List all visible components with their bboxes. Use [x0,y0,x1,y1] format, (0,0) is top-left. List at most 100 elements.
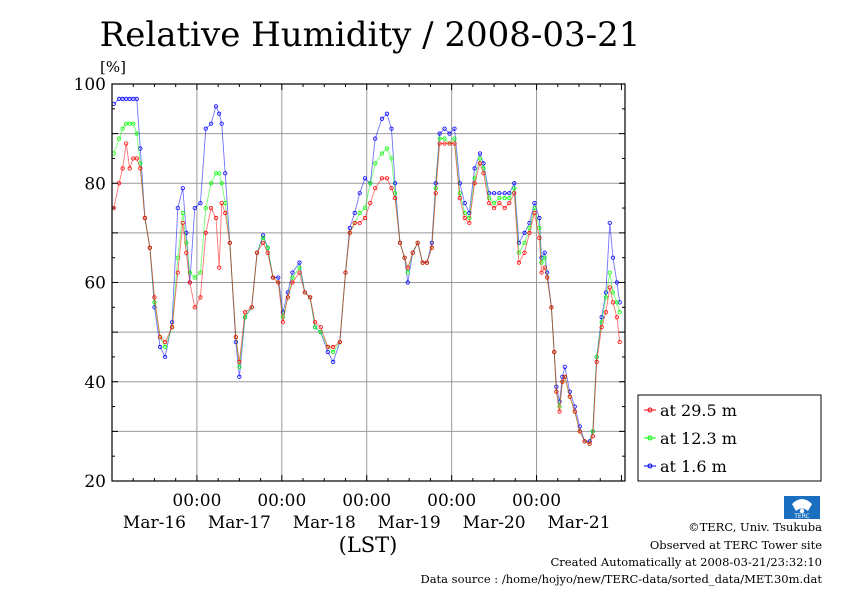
chart-title: Relative Humidity / 2008-03-21 [100,15,641,55]
data-point [389,126,394,131]
observed-text: Observed at TERC Tower site [650,538,822,552]
data-point [352,210,357,216]
data-point [325,344,330,350]
data-point [392,181,398,186]
data-point [603,295,608,300]
data-point [590,434,595,439]
data-point [198,201,203,206]
data-point [497,201,502,206]
data-point [217,171,222,176]
data-point [549,305,554,310]
data-point [175,270,180,275]
data-point [487,196,492,201]
data-point [337,339,342,345]
data-point [542,250,547,255]
data-point [170,325,175,330]
date-label: Mar-21 [547,513,610,533]
data-point [507,201,512,206]
data-point [270,275,276,280]
data-point [138,166,143,171]
data-point [318,325,323,330]
data-point [134,156,139,161]
data-point [481,171,486,176]
data-point [452,141,457,146]
data-point [147,245,152,250]
data-point [308,295,313,300]
data-point [397,240,403,245]
date-label: Mar-17 [208,513,271,533]
data-point [187,270,192,275]
data-point [134,131,139,136]
data-point [379,151,385,156]
data-point [368,181,373,186]
data-point [442,141,447,146]
data-point [437,136,442,141]
data-point [223,171,228,176]
data-point [254,250,260,255]
data-point [237,359,242,364]
data-point [158,344,163,350]
data-point [384,176,389,181]
x-tick-label: 00:00 [427,491,476,511]
data-point [192,205,197,211]
data-point [276,280,281,285]
data-point [582,439,587,444]
data-point [539,270,544,275]
data-point [389,186,394,191]
data-point [599,315,604,320]
data-point [527,230,532,235]
legend-swatch-marker [647,463,653,469]
data-point [542,255,547,260]
data-point [457,196,462,201]
data-point [373,161,378,166]
data-point [265,245,270,250]
data-point [373,136,378,141]
data-point [614,300,619,305]
data-point [260,235,266,240]
logo-text: TERC [793,513,810,520]
data-point [331,359,336,364]
data-point [491,201,497,206]
data-point [208,181,214,186]
data-point [142,215,148,221]
data-point [290,270,295,275]
data-point [552,349,557,355]
data-point [562,364,567,369]
data-point [242,310,248,315]
data-point [302,290,307,295]
data-point [297,265,302,270]
data-point [610,255,616,260]
data-point [512,191,517,196]
y-tick-label: 40 [84,373,106,393]
data-point [379,176,385,181]
data-point [116,136,122,141]
data-point [522,240,527,245]
y-axis-label: [%] [100,58,126,76]
data-point [512,186,517,191]
date-label: Mar-19 [378,513,441,533]
data-point [384,111,389,116]
data-point [472,181,477,186]
data-point [610,300,616,305]
data-point [502,191,507,196]
data-point [219,201,224,206]
data-point [402,255,407,260]
data-point [227,240,232,245]
data-point [276,275,281,280]
data-point [180,220,185,226]
data-point [487,201,492,206]
data-point [617,339,622,345]
data-point [120,126,125,131]
data-point [502,205,507,211]
data-point [203,205,208,211]
data-point [507,196,512,201]
data-point [217,265,222,270]
data-point [162,344,168,350]
data-point [462,215,467,221]
data-point [512,181,517,186]
data-point [192,305,197,310]
data-point [162,354,168,360]
data-point [545,275,550,280]
